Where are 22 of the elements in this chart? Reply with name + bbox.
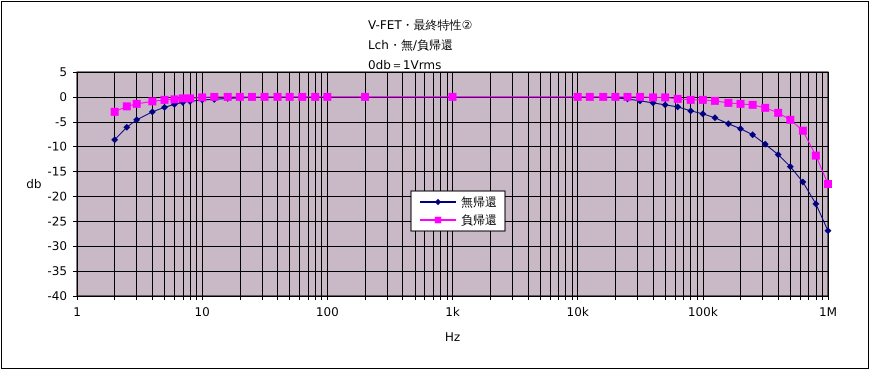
y-axis-title: db bbox=[26, 177, 42, 191]
x-tick-label: 10k bbox=[566, 305, 589, 319]
y-tick-label: -5 bbox=[55, 114, 67, 129]
x-axis-title: Hz bbox=[444, 330, 460, 344]
legend-label: 負帰還 bbox=[461, 213, 497, 227]
x-tick-label: 100 bbox=[316, 305, 339, 319]
y-tick-label: -35 bbox=[47, 264, 67, 278]
x-tick-label: 1M bbox=[819, 305, 837, 319]
y-tick-label: -20 bbox=[47, 189, 67, 204]
x-tick-label: 1k bbox=[445, 305, 460, 319]
y-tick-label: -10 bbox=[47, 140, 67, 154]
x-tick-label: 100k bbox=[688, 305, 718, 319]
y-tick-label: 5 bbox=[59, 65, 67, 79]
x-tick-label: 1 bbox=[73, 305, 81, 319]
y-tick-label: -25 bbox=[47, 214, 67, 228]
y-tick-label: -30 bbox=[47, 239, 67, 254]
y-tick-label: 0 bbox=[59, 90, 67, 104]
chart-title: V-FET・最終特性② Lch・無/負帰還 0db＝1Vrms bbox=[368, 18, 472, 72]
y-tick-label: -15 bbox=[47, 164, 67, 179]
legend-label: 無帰還 bbox=[461, 195, 497, 209]
y-tick-label: -40 bbox=[47, 289, 67, 303]
x-tick-label: 10 bbox=[194, 305, 210, 319]
